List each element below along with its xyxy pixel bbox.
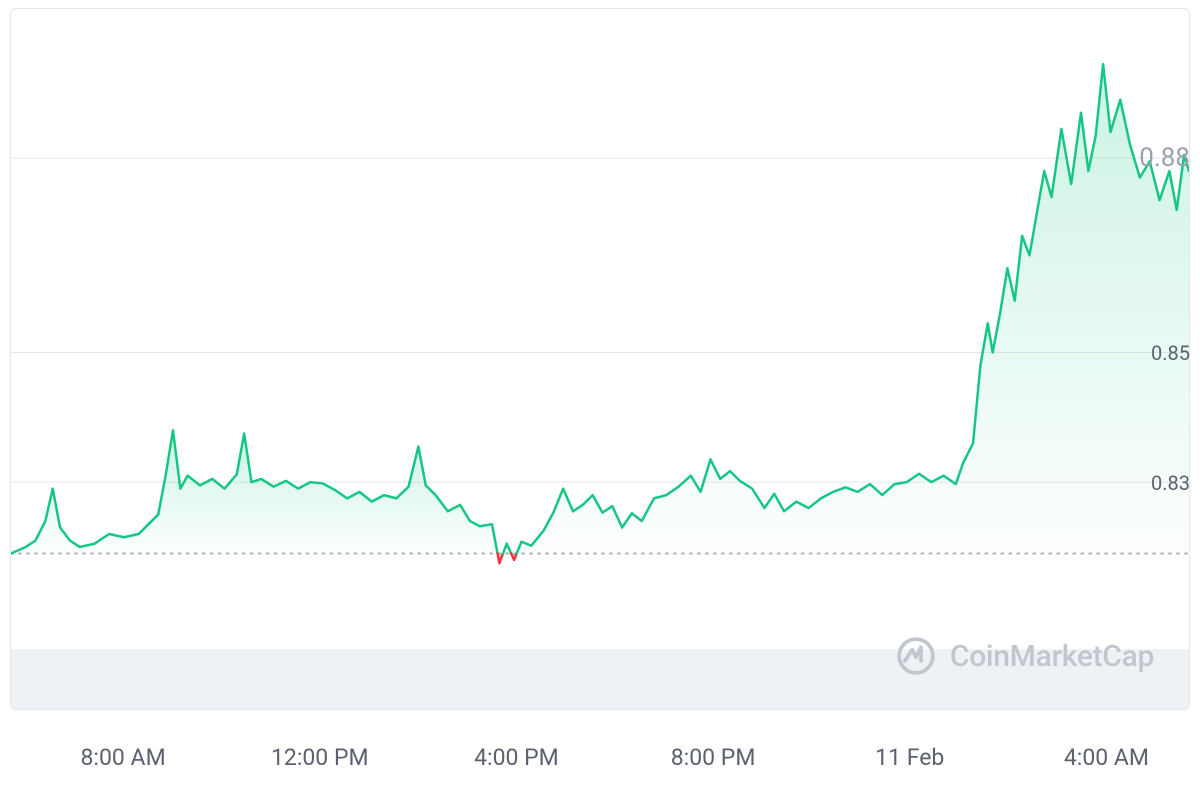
x-axis-label: 4:00 PM bbox=[474, 744, 559, 771]
watermark: CoinMarketCap bbox=[896, 636, 1154, 676]
x-axis-label: 8:00 PM bbox=[671, 744, 756, 771]
chart-frame bbox=[10, 8, 1190, 710]
y-axis-label: 0.83 bbox=[1151, 471, 1190, 495]
price-chart bbox=[11, 9, 1189, 709]
x-axis-label: 8:00 AM bbox=[81, 744, 166, 771]
watermark-text: CoinMarketCap bbox=[950, 639, 1154, 674]
x-axis-label: 12:00 PM bbox=[271, 744, 369, 771]
coinmarketcap-icon bbox=[896, 636, 936, 676]
x-axis-label: 4:00 AM bbox=[1064, 744, 1149, 771]
x-axis-label: 11 Feb bbox=[875, 744, 944, 771]
y-axis-label: 0.88 bbox=[1139, 143, 1190, 173]
y-axis-label: 0.85 bbox=[1151, 341, 1190, 365]
